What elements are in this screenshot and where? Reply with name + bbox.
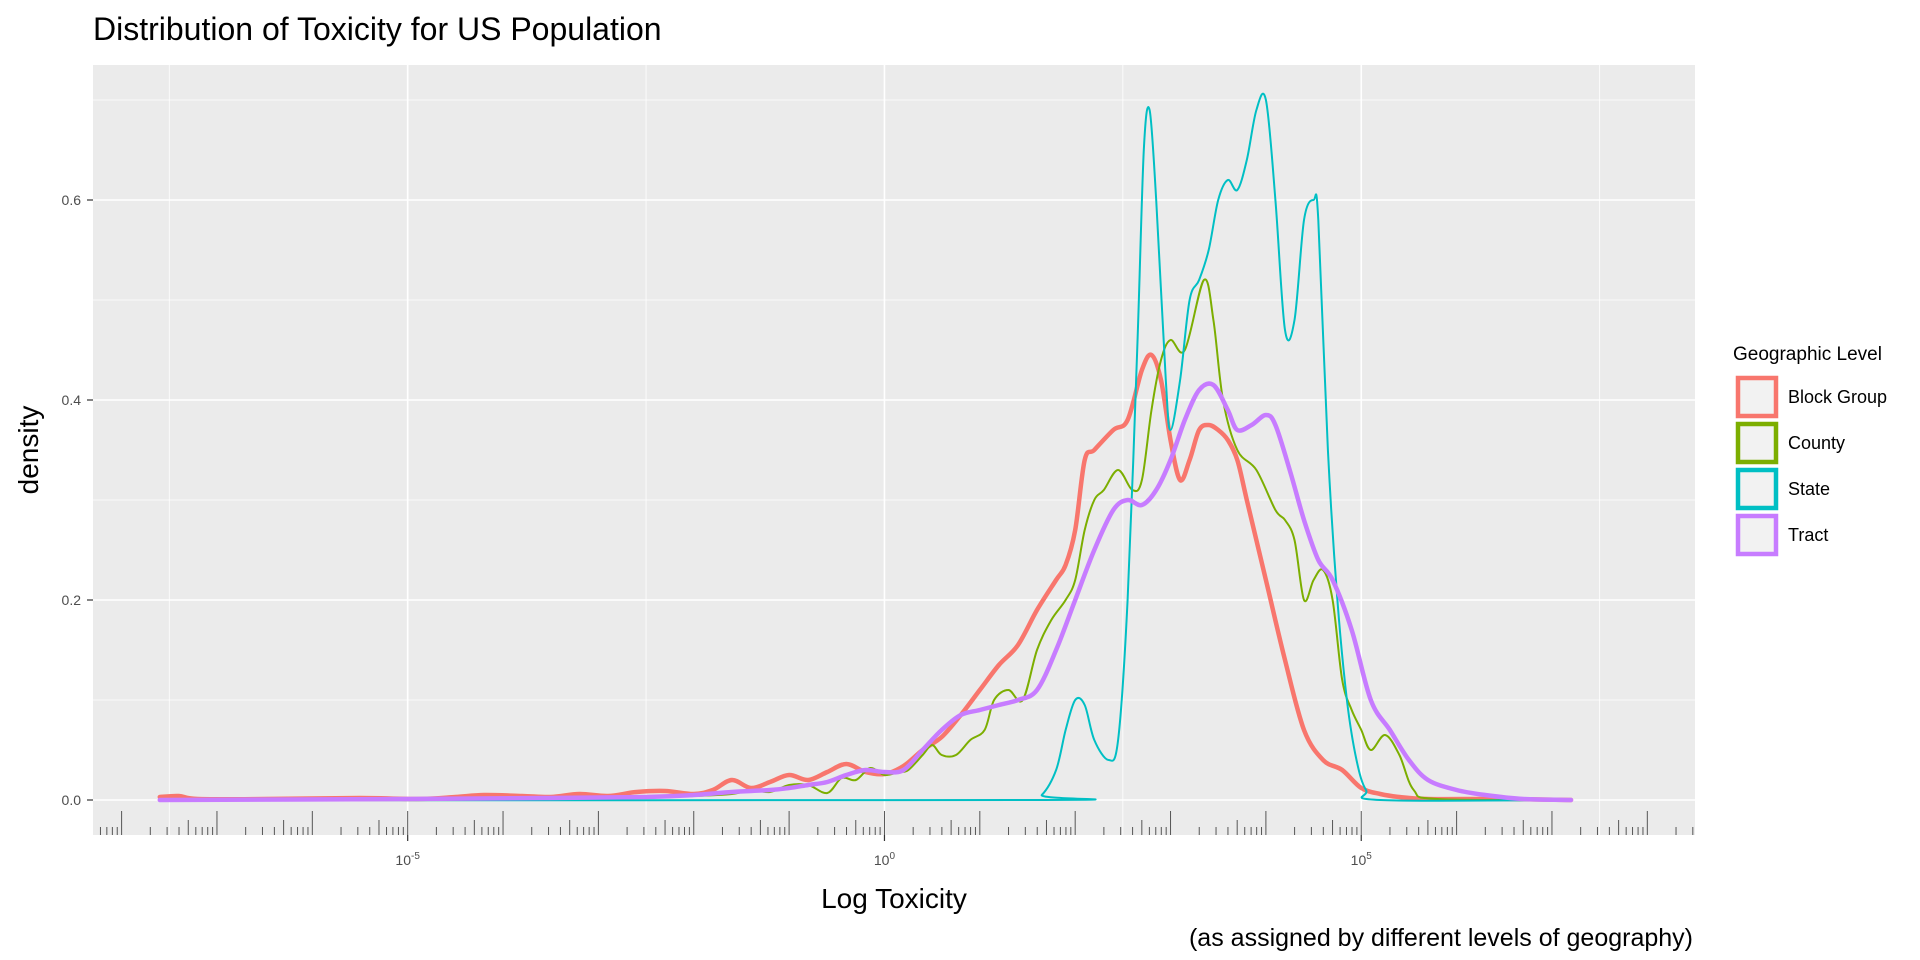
y-axis-ticks: 0.0 0.2 0.4 0.6 — [62, 192, 93, 808]
series-lines — [157, 92, 1574, 803]
x-axis-title: Log Toxicity — [821, 883, 967, 914]
y-axis-title: density — [13, 406, 44, 495]
x-tick-label: 105 — [1351, 851, 1373, 868]
series-line-tract — [157, 381, 1574, 803]
y-tick-label: 0.2 — [62, 592, 82, 608]
plot-panel — [93, 65, 1695, 835]
log-tick-rug — [99, 811, 1694, 835]
legend-key-state — [1735, 467, 1779, 511]
chart-title: Distribution of Toxicity for US Populati… — [93, 11, 662, 47]
legend-label-block-group: Block Group — [1788, 387, 1887, 407]
legend-key-tract — [1735, 513, 1779, 557]
series-line-county — [158, 278, 1572, 802]
legend-label-tract: Tract — [1788, 525, 1828, 545]
y-tick-label: 0.4 — [62, 392, 82, 408]
x-tick-label: 100 — [874, 851, 896, 868]
legend: Geographic Level Block Group County State T… — [1733, 344, 1887, 557]
legend-key-county — [1735, 421, 1779, 465]
legend-label-state: State — [1788, 479, 1830, 499]
y-tick-label: 0.6 — [62, 192, 82, 208]
legend-key-block-group — [1735, 375, 1779, 419]
grid-lines — [93, 65, 1695, 835]
chart-caption: (as assigned by different levels of geog… — [1189, 924, 1693, 952]
x-tick-label: 10-5 — [395, 851, 420, 868]
y-tick-label: 0.0 — [62, 792, 82, 808]
series-line-block-group — [157, 352, 1574, 803]
legend-label-county: County — [1788, 433, 1845, 453]
x-axis-ticks: 10-5 100 105 — [395, 835, 1372, 868]
series-line-state — [158, 92, 1572, 802]
legend-title: Geographic Level — [1733, 344, 1882, 365]
